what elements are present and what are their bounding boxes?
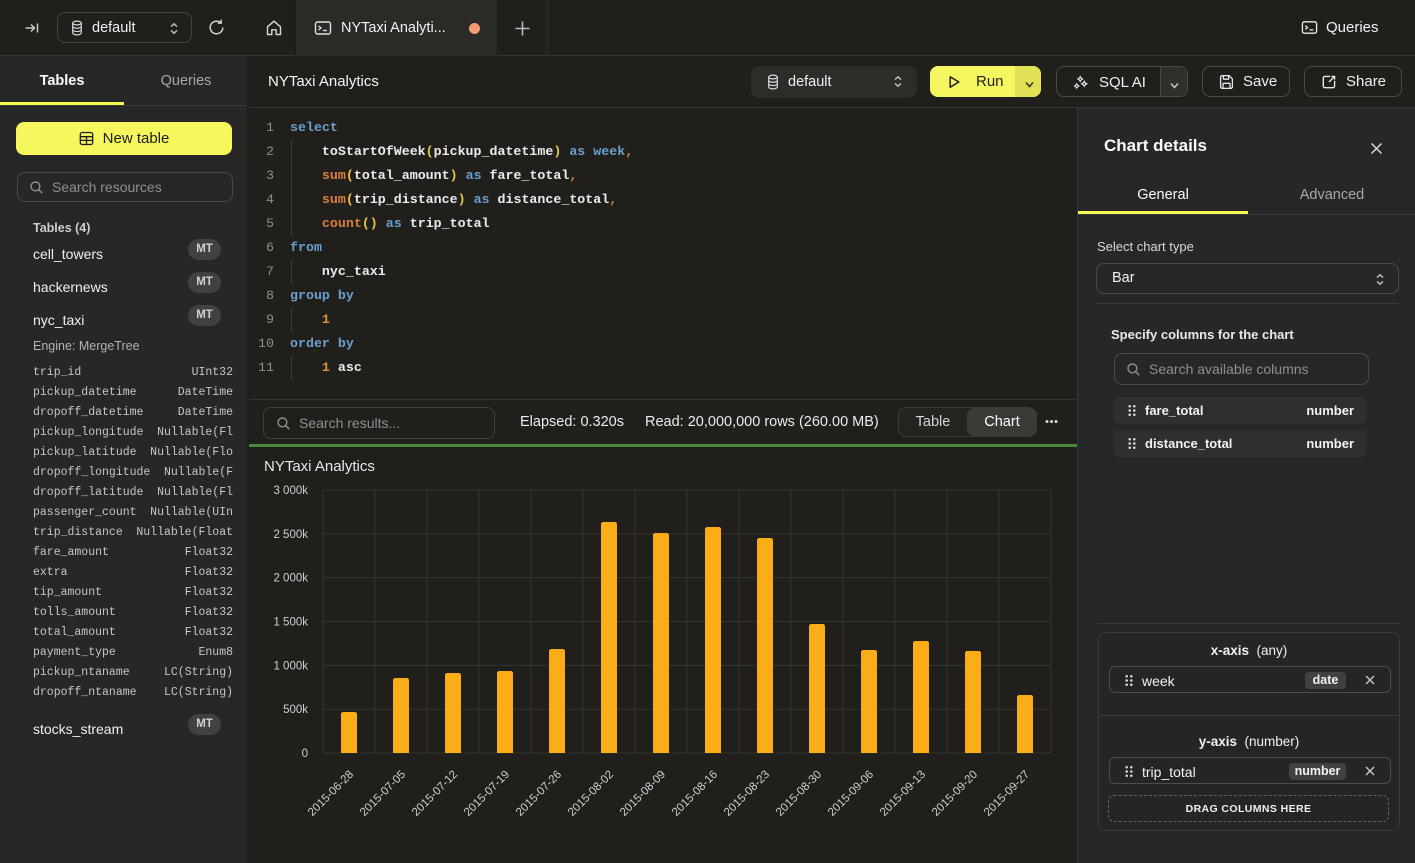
svg-text:2015-08-16: 2015-08-16 (670, 769, 720, 819)
svg-text:1 500k: 1 500k (273, 617, 308, 629)
svg-text:2 000k: 2 000k (273, 573, 308, 585)
svg-text:2015-08-23: 2015-08-23 (722, 769, 772, 819)
svg-text:2015-09-27: 2015-09-27 (982, 769, 1032, 819)
svg-text:2015-07-05: 2015-07-05 (358, 769, 408, 819)
svg-text:1 000k: 1 000k (273, 660, 308, 672)
svg-text:2015-08-30: 2015-08-30 (774, 769, 824, 819)
svg-text:2015-07-19: 2015-07-19 (462, 769, 512, 819)
svg-text:2015-07-26: 2015-07-26 (514, 769, 564, 819)
svg-text:2015-09-20: 2015-09-20 (930, 769, 980, 819)
svg-text:2015-07-12: 2015-07-12 (410, 769, 460, 819)
svg-text:2015-09-06: 2015-09-06 (826, 769, 876, 819)
svg-text:500k: 500k (283, 704, 308, 716)
svg-text:NYTaxi Analytics: NYTaxi Analytics (264, 458, 375, 475)
svg-text:2015-09-13: 2015-09-13 (878, 769, 928, 819)
svg-text:2015-08-09: 2015-08-09 (618, 769, 668, 819)
svg-text:3 000k: 3 000k (273, 485, 308, 497)
svg-text:2015-08-02: 2015-08-02 (566, 769, 616, 819)
svg-text:2015-06-28: 2015-06-28 (306, 769, 356, 819)
svg-text:0: 0 (302, 748, 308, 760)
svg-text:2 500k: 2 500k (273, 529, 308, 541)
